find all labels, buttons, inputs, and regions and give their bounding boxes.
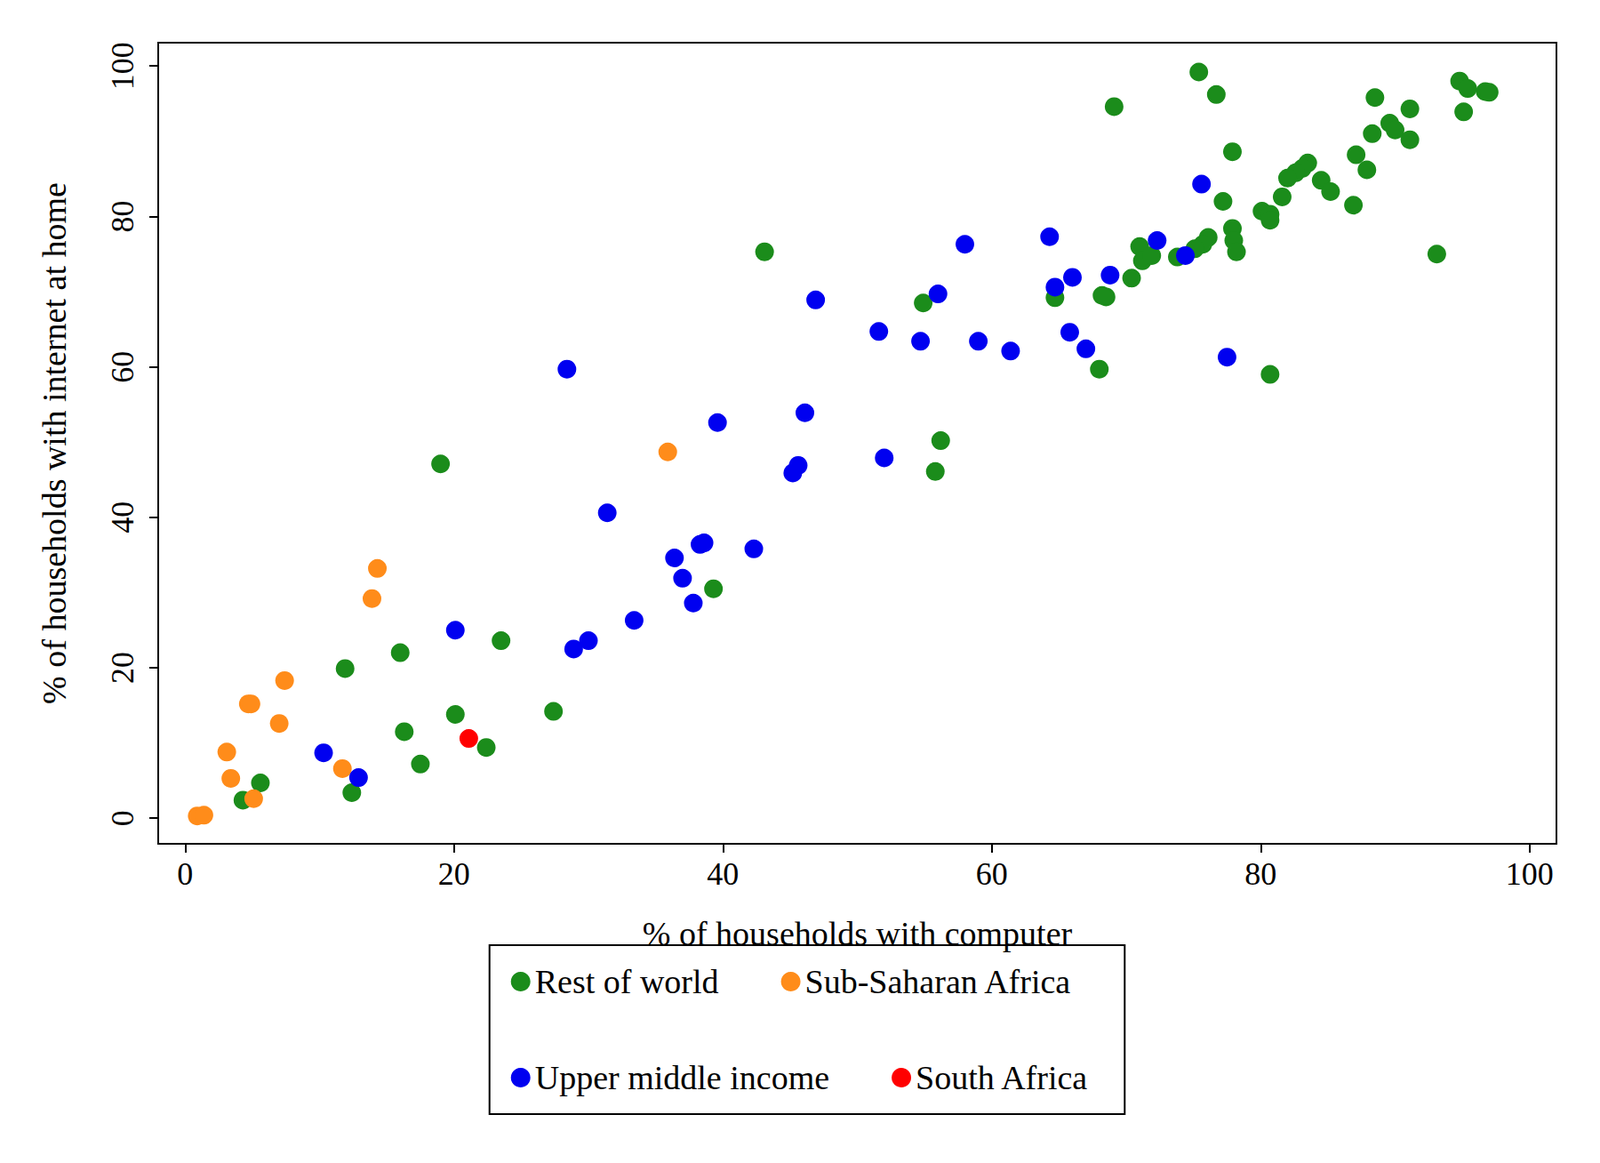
svg-text:Sub-Saharan Africa: Sub-Saharan Africa xyxy=(805,962,1072,1000)
svg-text:100: 100 xyxy=(1505,856,1554,892)
svg-text:40: 40 xyxy=(104,501,141,534)
svg-text:0: 0 xyxy=(104,809,141,826)
svg-text:20: 20 xyxy=(438,856,471,892)
svg-text:South Africa: South Africa xyxy=(915,1058,1088,1096)
svg-text:100: 100 xyxy=(104,41,141,90)
svg-text:80: 80 xyxy=(1244,856,1277,892)
svg-text:Rest of world: Rest of world xyxy=(535,962,720,1000)
svg-text:20: 20 xyxy=(104,651,141,684)
svg-text:60: 60 xyxy=(976,856,1008,892)
svg-text:80: 80 xyxy=(104,200,141,232)
svg-text:0: 0 xyxy=(176,856,193,892)
svg-text:40: 40 xyxy=(706,856,739,892)
svg-text:Upper middle income: Upper middle income xyxy=(535,1058,830,1096)
svg-text:% of households with internet: % of households with internet at home xyxy=(35,182,73,704)
svg-text:60: 60 xyxy=(104,351,141,384)
svg-text:% of households with computer: % of households with computer xyxy=(642,914,1073,952)
